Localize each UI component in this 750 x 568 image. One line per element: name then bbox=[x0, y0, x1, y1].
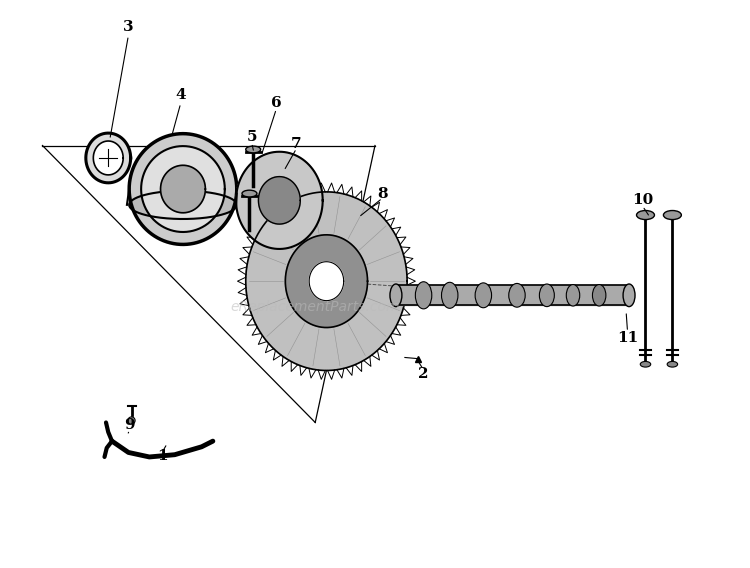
Ellipse shape bbox=[668, 361, 678, 367]
Text: 3: 3 bbox=[123, 20, 134, 34]
Polygon shape bbox=[246, 192, 407, 370]
Polygon shape bbox=[259, 177, 300, 224]
Text: 1: 1 bbox=[157, 449, 167, 463]
Polygon shape bbox=[309, 262, 344, 300]
Ellipse shape bbox=[442, 282, 458, 308]
Ellipse shape bbox=[246, 146, 261, 153]
Ellipse shape bbox=[664, 211, 681, 220]
Ellipse shape bbox=[539, 284, 554, 307]
Ellipse shape bbox=[623, 284, 635, 307]
Text: 7: 7 bbox=[291, 137, 302, 151]
Text: 2: 2 bbox=[419, 367, 429, 382]
Ellipse shape bbox=[416, 282, 432, 309]
Ellipse shape bbox=[390, 284, 402, 307]
Polygon shape bbox=[141, 146, 225, 232]
Polygon shape bbox=[160, 165, 206, 213]
Polygon shape bbox=[129, 191, 237, 219]
Ellipse shape bbox=[566, 285, 580, 306]
Text: 9: 9 bbox=[124, 418, 135, 432]
Ellipse shape bbox=[242, 190, 257, 197]
Polygon shape bbox=[285, 235, 368, 328]
Polygon shape bbox=[236, 152, 322, 249]
Text: 11: 11 bbox=[617, 331, 638, 345]
Text: 6: 6 bbox=[271, 96, 282, 110]
Text: 4: 4 bbox=[176, 87, 186, 102]
Ellipse shape bbox=[509, 283, 525, 307]
Polygon shape bbox=[86, 133, 130, 183]
Ellipse shape bbox=[637, 211, 655, 220]
Text: eReplacementParts.com: eReplacementParts.com bbox=[230, 299, 400, 314]
Ellipse shape bbox=[640, 361, 651, 367]
Text: 10: 10 bbox=[632, 193, 653, 207]
Ellipse shape bbox=[476, 283, 491, 308]
Text: 5: 5 bbox=[247, 130, 257, 144]
Ellipse shape bbox=[592, 285, 606, 306]
Polygon shape bbox=[93, 141, 123, 175]
Text: 8: 8 bbox=[377, 186, 388, 201]
Polygon shape bbox=[129, 133, 237, 244]
